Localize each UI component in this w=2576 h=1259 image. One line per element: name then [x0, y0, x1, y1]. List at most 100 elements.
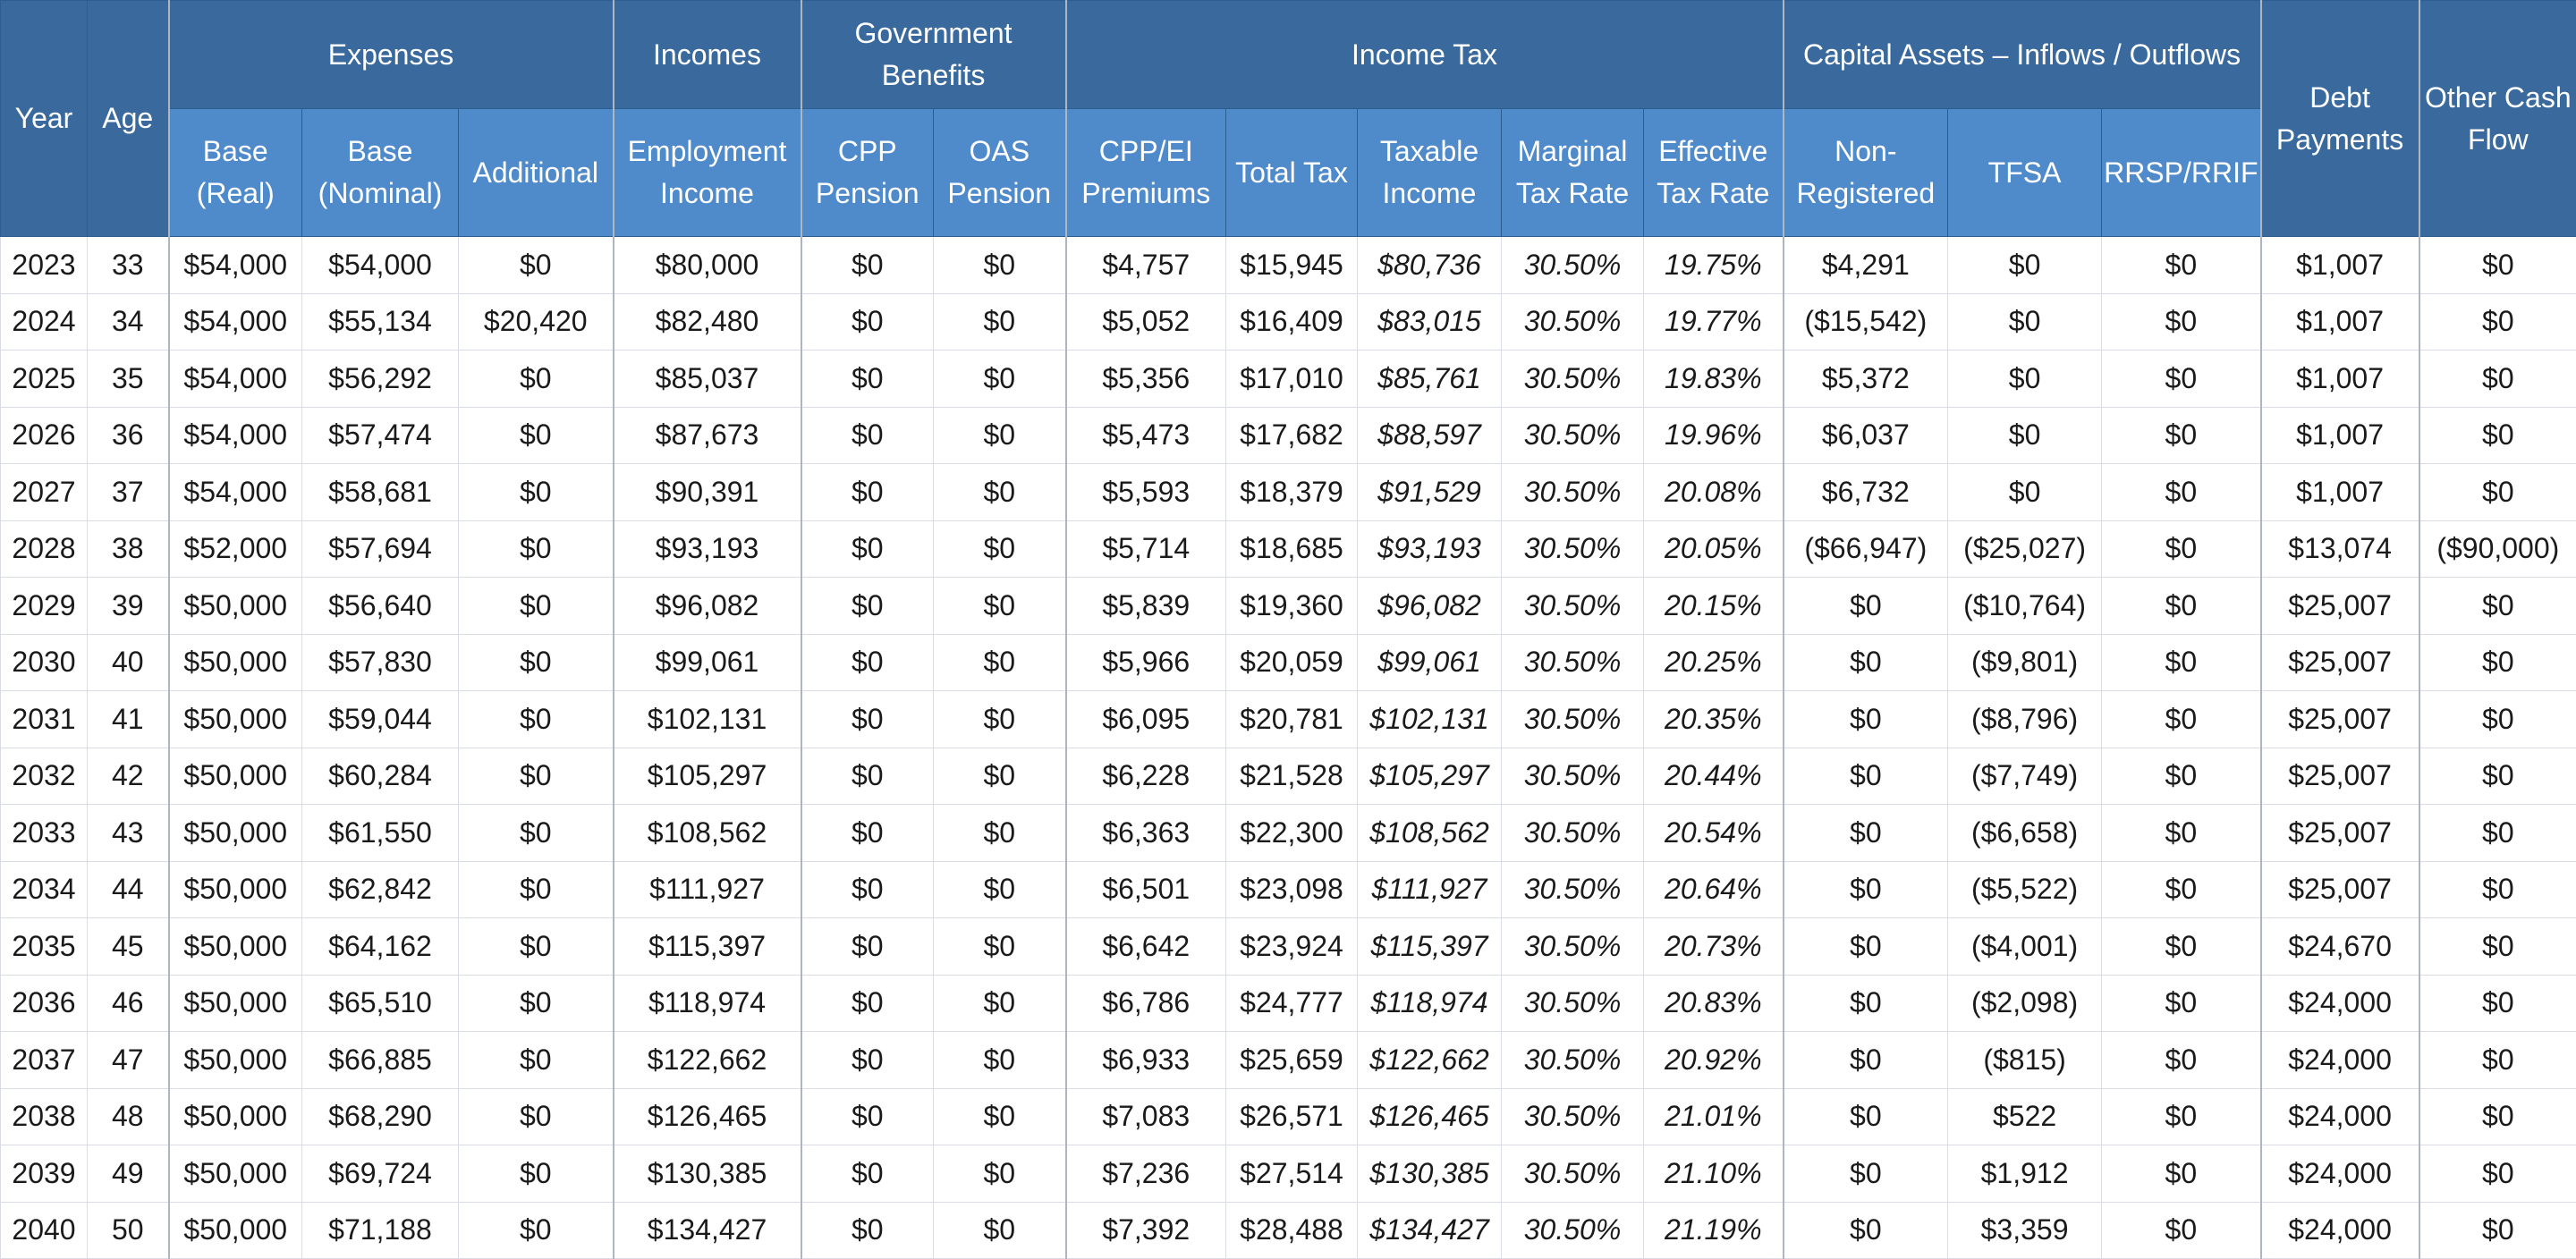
cell-non-registered: $4,291 — [1784, 237, 1948, 294]
cell-oas-pension: $0 — [934, 237, 1066, 294]
header-oas-pension[interactable]: OAS Pension — [934, 109, 1066, 237]
cell-base-nominal: $71,188 — [302, 1202, 459, 1259]
cell-other-cash-flow: $0 — [2419, 918, 2576, 976]
header-tfsa[interactable]: TFSA — [1948, 109, 2102, 237]
cell-oas-pension: $0 — [934, 464, 1066, 521]
cell-oas-pension: $0 — [934, 748, 1066, 805]
cell-debt-payments: $13,074 — [2261, 520, 2419, 578]
cell-taxable-income: $96,082 — [1358, 578, 1502, 635]
cell-marginal-tax-rate: 30.50% — [1502, 351, 1644, 408]
cell-employment-income: $126,465 — [614, 1088, 801, 1145]
cell-base-real: $54,000 — [169, 293, 302, 351]
cell-year: 2028 — [1, 520, 88, 578]
cell-effective-tax-rate: 21.10% — [1644, 1145, 1784, 1203]
cell-age: 34 — [88, 293, 169, 351]
cell-year: 2034 — [1, 861, 88, 918]
header-effective-tax-rate[interactable]: Effective Tax Rate — [1644, 109, 1784, 237]
cell-additional: $0 — [459, 861, 614, 918]
cell-total-tax: $19,360 — [1226, 578, 1358, 635]
cell-tfsa: $0 — [1948, 407, 2102, 464]
cell-cpp-pension: $0 — [801, 1088, 934, 1145]
cell-rrsp-rrif: $0 — [2102, 805, 2261, 862]
cell-debt-payments: $25,007 — [2261, 634, 2419, 691]
cell-total-tax: $23,098 — [1226, 861, 1358, 918]
cell-tfsa: ($4,001) — [1948, 918, 2102, 976]
cell-additional: $0 — [459, 1032, 614, 1089]
cell-taxable-income: $126,465 — [1358, 1088, 1502, 1145]
cell-effective-tax-rate: 19.96% — [1644, 407, 1784, 464]
cell-total-tax: $26,571 — [1226, 1088, 1358, 1145]
cell-age: 44 — [88, 861, 169, 918]
header-age[interactable]: Age — [88, 1, 169, 237]
cell-other-cash-flow: $0 — [2419, 861, 2576, 918]
cell-employment-income: $122,662 — [614, 1032, 801, 1089]
cell-rrsp-rrif: $0 — [2102, 918, 2261, 976]
cell-debt-payments: $25,007 — [2261, 691, 2419, 748]
header-non-registered[interactable]: Non-Registered — [1784, 109, 1948, 237]
cell-other-cash-flow: $0 — [2419, 691, 2576, 748]
cell-tfsa: ($25,027) — [1948, 520, 2102, 578]
cell-total-tax: $27,514 — [1226, 1145, 1358, 1203]
cell-year: 2025 — [1, 351, 88, 408]
cell-additional: $0 — [459, 237, 614, 294]
cell-other-cash-flow: $0 — [2419, 1202, 2576, 1259]
cell-marginal-tax-rate: 30.50% — [1502, 464, 1644, 521]
cell-age: 48 — [88, 1088, 169, 1145]
header-cpp-ei-premiums[interactable]: CPP/EI Premiums — [1066, 109, 1226, 237]
header-debt-payments[interactable]: Debt Payments — [2261, 1, 2419, 237]
cell-marginal-tax-rate: 30.50% — [1502, 748, 1644, 805]
header-marginal-tax-rate[interactable]: Marginal Tax Rate — [1502, 109, 1644, 237]
cell-effective-tax-rate: 20.15% — [1644, 578, 1784, 635]
cell-employment-income: $118,974 — [614, 975, 801, 1032]
header-employment-income[interactable]: Employment Income — [614, 109, 801, 237]
header-taxable-income[interactable]: Taxable Income — [1358, 109, 1502, 237]
cell-oas-pension: $0 — [934, 407, 1066, 464]
header-cpp-pension[interactable]: CPP Pension — [801, 109, 934, 237]
cell-cpp-ei-premiums: $6,501 — [1066, 861, 1226, 918]
header-year[interactable]: Year — [1, 1, 88, 237]
cell-oas-pension: $0 — [934, 918, 1066, 976]
header-base-real[interactable]: Base (Real) — [169, 109, 302, 237]
cell-debt-payments: $25,007 — [2261, 748, 2419, 805]
cell-cpp-ei-premiums: $4,757 — [1066, 237, 1226, 294]
cell-other-cash-flow: $0 — [2419, 1088, 2576, 1145]
header-other-cash-flow[interactable]: Other Cash Flow — [2419, 1, 2576, 237]
cell-debt-payments: $1,007 — [2261, 407, 2419, 464]
cell-effective-tax-rate: 19.75% — [1644, 237, 1784, 294]
cell-non-registered: $0 — [1784, 975, 1948, 1032]
header-additional[interactable]: Additional — [459, 109, 614, 237]
cell-base-real: $50,000 — [169, 578, 302, 635]
cell-tfsa: ($2,098) — [1948, 975, 2102, 1032]
cell-employment-income: $111,927 — [614, 861, 801, 918]
cell-employment-income: $96,082 — [614, 578, 801, 635]
cell-employment-income: $90,391 — [614, 464, 801, 521]
cell-employment-income: $108,562 — [614, 805, 801, 862]
cell-taxable-income: $118,974 — [1358, 975, 1502, 1032]
cell-additional: $0 — [459, 464, 614, 521]
group-header-incomes: Incomes — [614, 1, 801, 109]
header-rrsp-rrif[interactable]: RRSP/RRIF — [2102, 109, 2261, 237]
cell-year: 2023 — [1, 237, 88, 294]
header-base-nominal[interactable]: Base (Nominal) — [302, 109, 459, 237]
cell-debt-payments: $1,007 — [2261, 351, 2419, 408]
cell-debt-payments: $25,007 — [2261, 805, 2419, 862]
header-total-tax[interactable]: Total Tax — [1226, 109, 1358, 237]
